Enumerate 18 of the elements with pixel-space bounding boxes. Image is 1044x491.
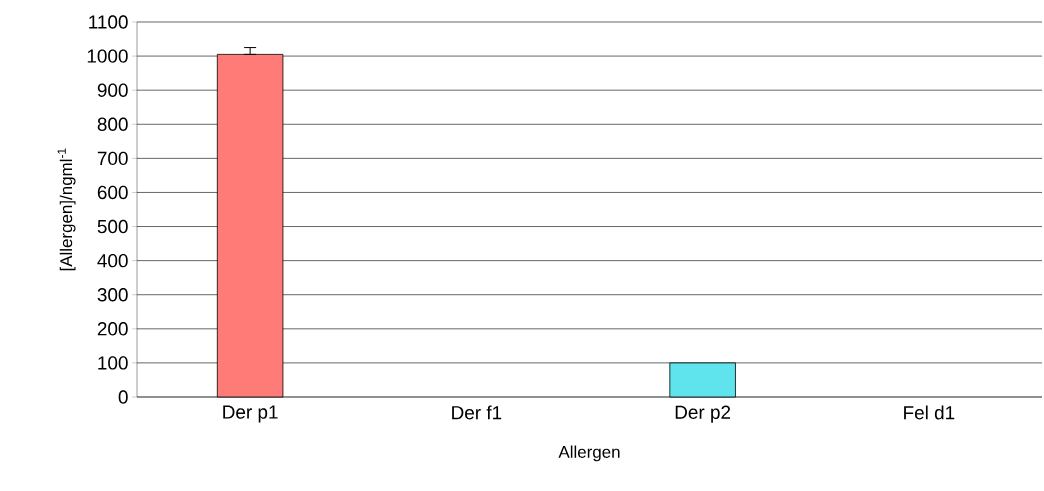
- y-tick-label: 300: [97, 288, 128, 302]
- y-tick-label: 700: [97, 151, 128, 166]
- y-tick-label: 200: [97, 322, 128, 336]
- x-tick-label: Der f1: [452, 405, 502, 420]
- y-axis-title: [Allergen]/ngml$^{-1}$: [57, 148, 76, 271]
- y-tick-label: 1100: [89, 15, 128, 29]
- x-axis-title: Allergen: [558, 445, 620, 462]
- x-tick-label: Der p2: [675, 405, 731, 423]
- y-tick-label: 1000: [87, 49, 128, 63]
- x-tick-label: Fel d1: [904, 405, 955, 420]
- y-tick-label: 800: [97, 117, 128, 131]
- y-tick-label: 600: [97, 185, 128, 200]
- y-tick-label: 500: [97, 219, 128, 234]
- y-tick-label: 0: [118, 390, 128, 404]
- x-tick-label: Der p1: [223, 405, 278, 423]
- y-tick-label: 400: [97, 253, 128, 268]
- y-tick-label: 100: [98, 356, 128, 370]
- y-tick-label: 900: [97, 83, 128, 97]
